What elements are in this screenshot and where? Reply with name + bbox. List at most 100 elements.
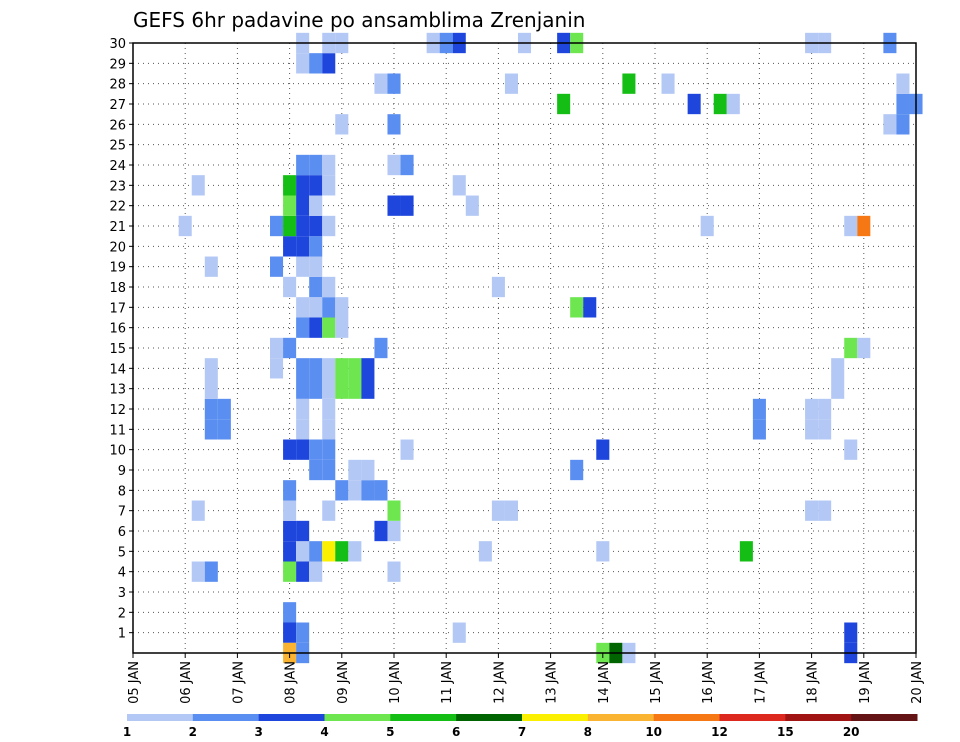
y-tick-label: 4 — [118, 566, 126, 581]
heatmap-cell — [296, 378, 310, 399]
heatmap-cell — [361, 378, 375, 399]
heatmap-cell — [191, 175, 205, 196]
heatmap-cell — [283, 500, 297, 521]
y-tick-label: 25 — [109, 139, 126, 154]
heatmap-cell — [204, 358, 218, 379]
heatmap-cell — [570, 297, 584, 318]
colorbar-tick-label: 8 — [584, 725, 592, 739]
heatmap-cell — [309, 459, 323, 481]
chart-title: GEFS 6hr padavine po ansamblima Zrenjani… — [133, 8, 585, 32]
heatmap-cell — [387, 154, 401, 176]
heatmap-cell — [191, 561, 205, 582]
heatmap-cell — [387, 520, 401, 542]
colorbar-swatch — [390, 714, 457, 721]
heatmap-cell — [283, 439, 297, 460]
heatmap-cell — [309, 175, 323, 196]
y-tick-label: 29 — [109, 57, 126, 72]
heatmap-cell — [335, 317, 349, 338]
heatmap-cell — [335, 358, 349, 379]
heatmap-cell — [844, 622, 858, 643]
y-tick-label: 16 — [109, 322, 126, 337]
heatmap-cell — [687, 93, 701, 115]
y-tick-label: 10 — [109, 444, 126, 459]
heatmap-cell — [309, 195, 323, 216]
heatmap-cell — [896, 73, 910, 94]
heatmap-cell — [465, 195, 479, 216]
heatmap-cell — [309, 276, 323, 298]
y-tick-label: 8 — [118, 484, 126, 499]
y-tick-label: 5 — [118, 545, 126, 560]
colorbar: 1 2 3 4 5 6 7 8 10 12 15 20 — [123, 714, 918, 739]
heatmap-cell — [217, 398, 231, 420]
heatmap-cell — [374, 480, 388, 501]
heatmap-cell — [309, 297, 323, 318]
heatmap-cell — [374, 73, 388, 94]
heatmap-cell — [844, 439, 858, 460]
heatmap-cell — [322, 541, 336, 562]
heatmap-cell — [361, 459, 375, 481]
heatmap-cell — [322, 419, 336, 440]
heatmap-cell — [296, 256, 310, 277]
heatmap-cell — [700, 215, 714, 237]
y-tick-label: 28 — [109, 78, 126, 93]
heatmap-cell — [596, 439, 610, 460]
y-tick-label: 11 — [109, 423, 126, 438]
heatmap-cell — [178, 215, 192, 237]
heatmap-cell — [713, 93, 727, 115]
colorbar-swatch — [522, 714, 589, 721]
y-axis-ticks: 1234567891011121314151617181920212223242… — [109, 37, 133, 642]
y-tick-label: 30 — [109, 37, 126, 52]
heatmap-cell — [191, 500, 205, 521]
heatmap-cell — [309, 561, 323, 582]
colorbar-swatch — [324, 714, 391, 721]
heatmap-cell — [452, 175, 466, 196]
heatmap-cell — [752, 398, 766, 420]
heatmap-cell — [348, 358, 362, 379]
colorbar-tick-label: 1 — [123, 725, 131, 739]
colorbar-swatch — [258, 714, 325, 721]
heatmap-cell — [296, 236, 310, 257]
heatmap-cell — [296, 561, 310, 582]
x-tick-label: 18 JAN — [806, 661, 821, 704]
heatmap-cell — [204, 419, 218, 440]
heatmap-cell — [309, 256, 323, 277]
heatmap-cell — [296, 520, 310, 542]
heatmap-cell — [270, 256, 284, 277]
x-axis-ticks: 05 JAN 06 JAN 07 JAN 08 JAN 09 JAN 10 JAN 11 J… — [127, 653, 925, 704]
heatmap-cell — [805, 500, 819, 521]
y-tick-label: 1 — [118, 627, 126, 642]
heatmap-cell — [322, 439, 336, 460]
colorbar-tick-label: 10 — [645, 725, 662, 739]
heatmap-cell — [296, 439, 310, 460]
heatmap-cell — [283, 276, 297, 298]
y-tick-label: 2 — [118, 606, 126, 621]
heatmap-cell — [805, 398, 819, 420]
y-tick-label: 26 — [109, 118, 126, 133]
colorbar-tick-label: 2 — [189, 725, 197, 739]
heatmap-cell — [322, 175, 336, 196]
heatmap-cell — [309, 154, 323, 176]
heatmap-cell — [283, 215, 297, 237]
heatmap-cell — [557, 93, 571, 115]
colorbar-tick-label: 4 — [320, 725, 328, 739]
grid-lines — [133, 42, 916, 653]
heatmap-cell — [857, 215, 871, 237]
colorbar-tick-label: 20 — [843, 725, 860, 739]
heatmap-cell — [739, 541, 753, 562]
x-tick-label: 07 JAN — [231, 661, 246, 704]
x-tick-label: 08 JAN — [284, 661, 299, 704]
heatmap-cell — [283, 337, 297, 359]
heatmap-cell — [296, 215, 310, 237]
heatmap-cell — [283, 561, 297, 582]
heatmap-cell — [348, 459, 362, 481]
x-tick-label: 05 JAN — [127, 661, 142, 704]
x-tick-label: 13 JAN — [545, 661, 560, 704]
heatmap-cell — [217, 419, 231, 440]
colorbar-swatch — [127, 714, 194, 721]
heatmap-cell — [452, 622, 466, 643]
colorbar-swatch — [456, 714, 523, 721]
y-tick-label: 13 — [109, 383, 126, 398]
heatmap-cell — [283, 541, 297, 562]
x-tick-label: 15 JAN — [649, 661, 664, 704]
heatmap-cell — [478, 541, 492, 562]
